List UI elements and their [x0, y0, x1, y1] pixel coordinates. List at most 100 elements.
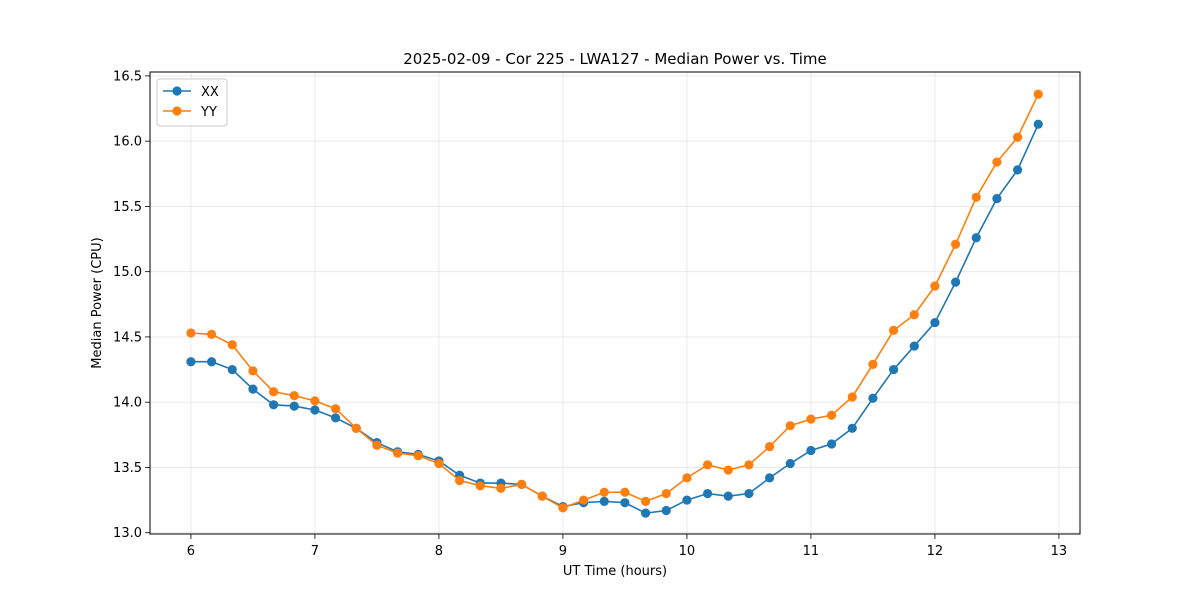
data-point-xx [847, 423, 857, 433]
data-point-yy [702, 460, 713, 470]
legend-label-yy: YY [200, 105, 217, 120]
data-point-xx [620, 498, 630, 508]
data-point-yy [682, 473, 692, 483]
data-point-yy [744, 460, 754, 470]
data-point-xx [682, 495, 692, 505]
data-point-yy [723, 465, 733, 475]
series-yy [186, 89, 1043, 513]
y-tick-label: 13.0 [113, 526, 142, 541]
data-point-yy [909, 310, 919, 320]
y-tick-label: 16.0 [113, 135, 142, 150]
data-point-yy [1012, 132, 1023, 142]
y-tick-label: 15.0 [113, 265, 142, 280]
x-tick-label: 6 [187, 544, 195, 559]
data-point-yy [578, 495, 589, 505]
data-point-xx [661, 505, 671, 516]
data-point-yy [475, 481, 485, 491]
data-point-xx [868, 393, 878, 403]
data-point-xx [206, 357, 217, 367]
data-point-yy [186, 328, 196, 338]
data-point-xx [971, 233, 981, 243]
data-point-yy [413, 451, 423, 461]
data-point-yy [310, 396, 320, 406]
data-point-xx [992, 193, 1002, 204]
data-point-yy [227, 340, 237, 350]
data-point-yy [516, 479, 527, 490]
plot-frame [149, 71, 1081, 535]
data-point-yy [847, 392, 857, 402]
legend-swatch-marker [172, 86, 182, 96]
y-tick-label: 13.5 [113, 461, 142, 476]
data-point-yy [248, 366, 258, 376]
x-tick-label: 8 [435, 544, 443, 559]
x-tick-label: 7 [311, 544, 319, 559]
data-point-xx [826, 439, 837, 449]
data-point-xx [744, 488, 754, 499]
data-point-yy [950, 239, 961, 249]
data-point-xx [723, 491, 733, 501]
legend: XX YY [156, 78, 228, 127]
data-point-yy [351, 423, 361, 433]
data-point-xx [330, 413, 341, 423]
data-point-xx [888, 364, 899, 375]
data-point-xx [702, 488, 713, 499]
data-point-yy [661, 488, 671, 499]
data-point-yy [330, 404, 341, 414]
data-point-xx [289, 401, 299, 411]
data-point-xx [930, 317, 940, 328]
grid-lines [150, 72, 1080, 534]
data-point-xx [764, 473, 775, 483]
data-point-yy [868, 359, 878, 369]
legend-label-xx: XX [201, 85, 219, 100]
x-tick-label: 9 [559, 544, 567, 559]
data-point-yy [785, 421, 795, 431]
data-point-xx [806, 445, 816, 456]
data-point-yy [764, 441, 775, 452]
x-tick-label: 13 [1051, 544, 1068, 559]
y-tick-label: 14.5 [113, 330, 142, 345]
data-point-xx [310, 405, 320, 415]
data-point-xx [186, 357, 196, 367]
data-point-xx [227, 364, 237, 375]
x-tick-label: 10 [679, 544, 696, 559]
y-axis-label: Median Power (CPU) [90, 237, 105, 368]
data-point-yy [372, 440, 382, 450]
data-point-yy [434, 458, 444, 469]
data-point-xx [950, 277, 961, 287]
data-point-yy [558, 503, 568, 513]
data-point-yy [620, 487, 630, 497]
data-point-yy [640, 496, 651, 506]
data-point-xx [268, 400, 279, 410]
data-point-yy [206, 329, 217, 339]
data-point-yy [537, 491, 547, 501]
data-point-yy [992, 157, 1002, 167]
legend-swatch-marker [172, 106, 182, 116]
y-tick-label: 14.0 [113, 396, 142, 411]
data-point-xx [1012, 165, 1023, 175]
chart-title: 2025-02-09 - Cor 225 - LWA127 - Median P… [403, 50, 827, 68]
x-tick-label: 11 [803, 544, 820, 559]
data-point-xx [599, 496, 609, 506]
data-point-xx [640, 508, 651, 518]
y-tick-label: 16.5 [113, 69, 142, 84]
data-point-yy [888, 325, 899, 336]
data-point-yy [930, 281, 940, 291]
data-point-yy [289, 391, 299, 401]
data-point-yy [971, 192, 981, 202]
data-point-xx [248, 384, 258, 394]
data-point-yy [806, 414, 816, 424]
data-point-yy [826, 410, 837, 420]
data-point-yy [496, 483, 506, 493]
series-layer [186, 89, 1043, 518]
data-point-yy [454, 475, 465, 486]
data-point-xx [785, 458, 795, 469]
data-point-yy [392, 448, 403, 458]
data-point-yy [599, 487, 609, 497]
data-point-xx [1033, 119, 1043, 129]
x-axis: 6 7 8 9 10 11 12 13 [187, 534, 1067, 559]
data-point-yy [1033, 89, 1043, 99]
y-axis: 13.0 13.5 14.0 14.5 15.0 15.5 16.0 16.5 [113, 69, 150, 541]
data-point-xx [909, 341, 919, 351]
x-tick-label: 12 [927, 544, 944, 559]
